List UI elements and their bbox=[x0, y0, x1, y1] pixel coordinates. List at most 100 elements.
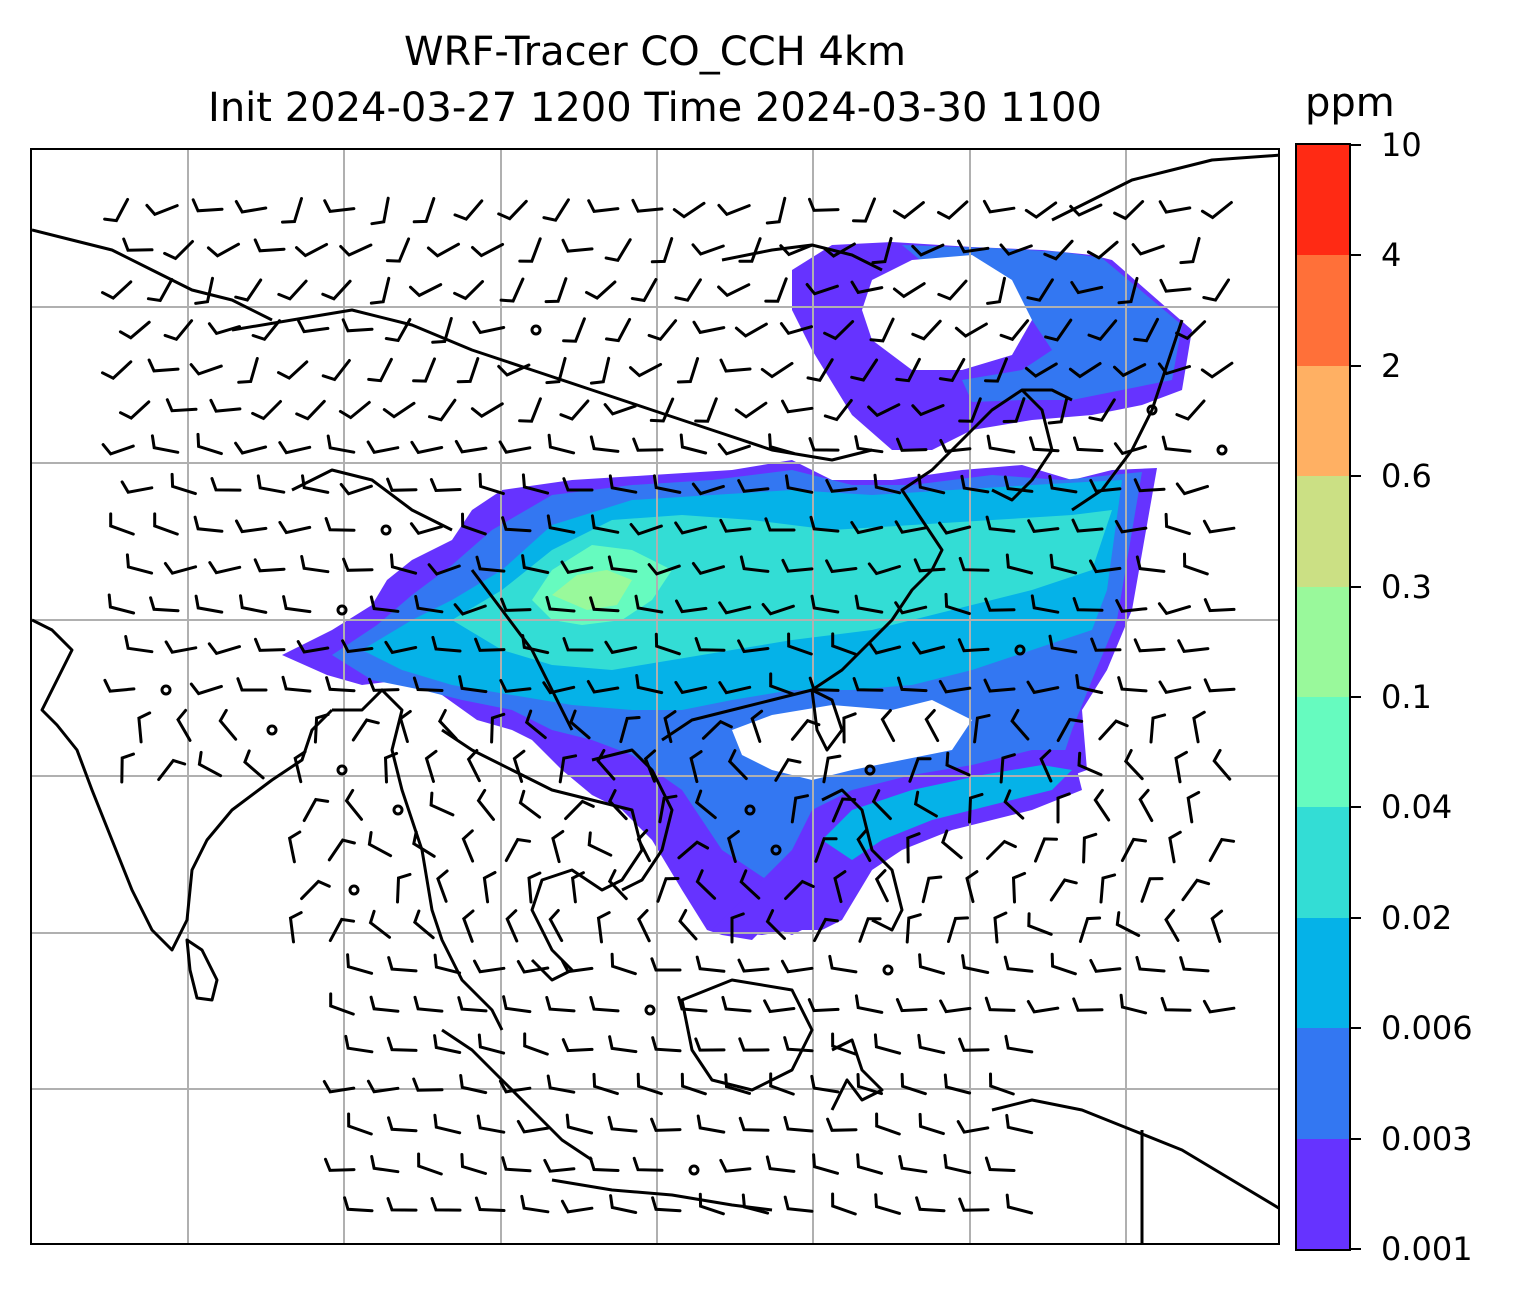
wind-barb bbox=[911, 319, 942, 341]
wind-barb bbox=[150, 434, 180, 454]
wind-barb bbox=[545, 356, 567, 385]
contour-0.003-north bbox=[902, 245, 1182, 402]
wind-barb bbox=[807, 998, 840, 1013]
wind-barb bbox=[941, 829, 963, 860]
coastline-vietnam bbox=[591, 748, 674, 892]
wind-barb bbox=[1179, 236, 1201, 265]
wind-barb bbox=[1115, 599, 1148, 613]
wind-barb bbox=[1203, 598, 1236, 613]
wind-barb bbox=[1177, 639, 1210, 654]
wind-barb bbox=[218, 708, 238, 741]
wind-barb bbox=[458, 675, 488, 694]
wind-barb bbox=[413, 995, 444, 1013]
wind-barb bbox=[196, 432, 223, 456]
wind-barb bbox=[1071, 518, 1104, 533]
wind-barb bbox=[774, 758, 802, 782]
wind-barb bbox=[518, 237, 542, 263]
wind-barbs bbox=[101, 196, 1236, 1216]
wind-barb bbox=[867, 403, 901, 418]
wind-barb bbox=[239, 594, 268, 614]
wind-barb bbox=[429, 791, 455, 817]
wind-barb bbox=[852, 197, 876, 223]
wind-barb bbox=[874, 869, 889, 903]
wind-barb bbox=[453, 603, 487, 616]
wind-barb bbox=[694, 397, 718, 423]
wind-barb bbox=[1029, 436, 1060, 453]
wind-barb bbox=[984, 1156, 1016, 1172]
wind-barb bbox=[1039, 749, 1053, 783]
wind-barb bbox=[608, 1035, 638, 1054]
wind-barb bbox=[871, 789, 892, 821]
wind-barb bbox=[516, 960, 550, 974]
wind-barb bbox=[518, 397, 542, 423]
wind-barb bbox=[961, 954, 990, 974]
wind-barb bbox=[810, 594, 840, 614]
calm-wind-marker bbox=[160, 684, 172, 696]
wind-barb bbox=[850, 521, 884, 535]
wind-barb bbox=[691, 243, 725, 256]
wind-barb bbox=[396, 872, 412, 904]
wind-barb bbox=[366, 1079, 400, 1094]
wind-barb bbox=[1089, 959, 1122, 973]
wind-barb bbox=[153, 512, 179, 536]
wind-barb bbox=[1115, 911, 1141, 937]
wind-barb bbox=[339, 482, 373, 496]
wind-barb bbox=[1005, 1193, 1034, 1215]
wind-barb bbox=[459, 1074, 488, 1095]
wind-barb bbox=[918, 1112, 945, 1136]
wind-barb bbox=[1175, 399, 1206, 421]
wind-barb bbox=[119, 400, 151, 420]
wind-barb bbox=[1026, 680, 1060, 695]
wind-barb bbox=[1123, 749, 1144, 781]
wind-barb bbox=[1010, 709, 1030, 741]
wind-barb bbox=[370, 1155, 400, 1174]
wind-barb bbox=[973, 713, 991, 744]
wind-barb bbox=[287, 830, 302, 864]
colorbar-tick-label: 0.1 bbox=[1381, 678, 1432, 716]
wind-barb bbox=[718, 681, 752, 695]
wind-barb bbox=[313, 713, 330, 744]
wind-barb bbox=[608, 474, 638, 494]
wind-barb bbox=[521, 473, 550, 495]
wind-barb bbox=[251, 319, 281, 342]
wind-barb bbox=[986, 434, 1016, 454]
wind-barb bbox=[769, 672, 795, 696]
wind-barb bbox=[164, 640, 198, 654]
wind-barb bbox=[1030, 594, 1060, 614]
wind-barb bbox=[410, 440, 444, 455]
colorbar-tick-label: 2 bbox=[1381, 346, 1402, 385]
wind-barb bbox=[911, 243, 945, 257]
wind-barb bbox=[477, 1033, 506, 1055]
wind-barb bbox=[1027, 519, 1060, 534]
wind-barb bbox=[825, 559, 858, 574]
wind-barb bbox=[1047, 396, 1069, 425]
wind-barb bbox=[610, 952, 637, 976]
wind-barb bbox=[790, 718, 821, 741]
wind-barb bbox=[454, 439, 488, 454]
wind-barb bbox=[737, 958, 770, 973]
wind-barb bbox=[1208, 837, 1236, 862]
wind-barb bbox=[368, 909, 391, 939]
wind-barb bbox=[738, 237, 762, 263]
wind-barb bbox=[296, 640, 330, 654]
wind-barb bbox=[1202, 519, 1236, 534]
wind-barb bbox=[589, 435, 620, 453]
wind-barb bbox=[765, 1155, 796, 1173]
colorbar-tick-label: 0.001 bbox=[1381, 1230, 1473, 1268]
calm-wind-marker bbox=[348, 884, 360, 896]
wind-barb bbox=[985, 515, 1016, 533]
wind-barb bbox=[165, 398, 198, 413]
wind-barb bbox=[1049, 553, 1078, 575]
wind-barb bbox=[1113, 363, 1147, 378]
wind-barb bbox=[1175, 320, 1207, 341]
wind-barb bbox=[1200, 201, 1233, 220]
wind-barb bbox=[1158, 680, 1192, 694]
wind-barb bbox=[1044, 318, 1073, 342]
map-panel[interactable] bbox=[30, 148, 1280, 1245]
wind-barb bbox=[369, 276, 391, 305]
wind-barb bbox=[277, 360, 309, 380]
wind-barb bbox=[253, 558, 286, 573]
wind-barb bbox=[346, 953, 374, 975]
wind-barb bbox=[873, 473, 902, 495]
wind-barb bbox=[197, 750, 223, 778]
